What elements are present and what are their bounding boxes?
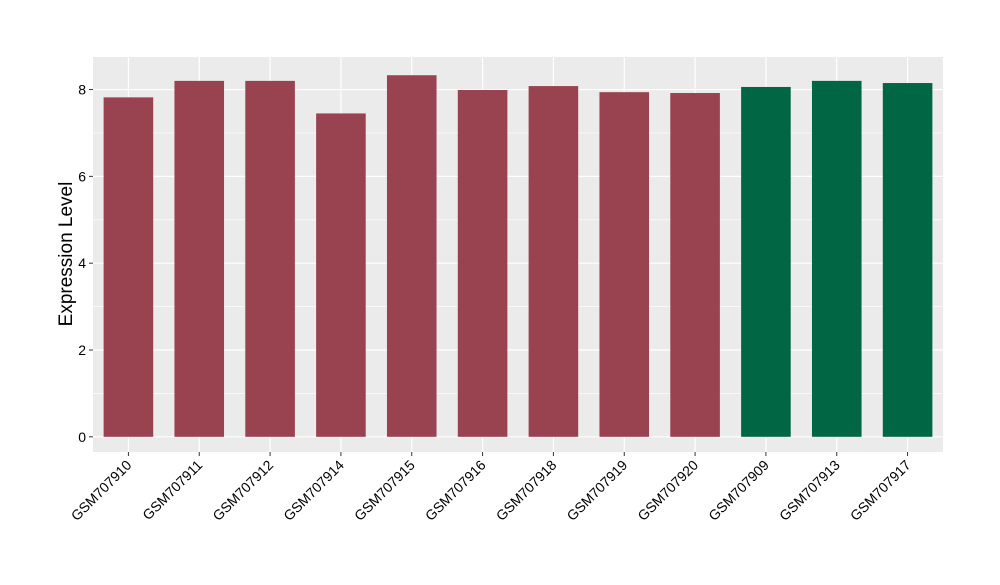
bar-GSM707920 — [670, 93, 720, 437]
bar-GSM707918 — [528, 86, 579, 437]
bar-GSM707910 — [103, 97, 154, 437]
bars — [103, 75, 933, 437]
x-tick-label: GSM707915 — [351, 457, 418, 524]
x-tick-label: GSM707912 — [209, 457, 276, 524]
y-tick-label: 6 — [78, 168, 86, 184]
x-tick-label: GSM707918 — [493, 457, 560, 524]
y-axis: 0 2 4 6 8 — [78, 82, 93, 445]
x-tick-label: GSM707909 — [705, 457, 772, 524]
bar-GSM707915 — [386, 75, 437, 437]
bar-GSM707917 — [882, 83, 933, 437]
x-tick-label: GSM707911 — [139, 457, 205, 523]
x-tick-label: GSM707917 — [847, 457, 914, 524]
bar-GSM707912 — [245, 80, 295, 437]
x-tick-label: GSM707916 — [422, 457, 489, 524]
plot-panel — [93, 57, 943, 452]
x-tick-label: GSM707910 — [68, 457, 135, 524]
x-tick-label: GSM707914 — [280, 457, 347, 524]
x-tick-label: GSM707919 — [563, 457, 630, 524]
x-tick-label: GSM707913 — [776, 457, 843, 524]
y-tick-label: 4 — [78, 255, 86, 271]
y-axis-title: Expression Level — [56, 182, 77, 327]
bar-GSM707919 — [599, 92, 650, 437]
x-axis: GSM707910 GSM707911 GSM707912 GSM707914 GSM7… — [68, 452, 914, 524]
y-tick-label: 0 — [78, 429, 86, 445]
bar-GSM707914 — [316, 113, 366, 437]
bar-GSM707913 — [811, 80, 862, 437]
bar-GSM707916 — [457, 89, 508, 437]
y-tick-label: 8 — [78, 82, 86, 98]
bar-GSM707909 — [741, 86, 791, 437]
y-tick-label: 2 — [78, 342, 86, 358]
x-tick-label: GSM707920 — [634, 457, 701, 524]
bar-GSM707911 — [174, 80, 225, 437]
